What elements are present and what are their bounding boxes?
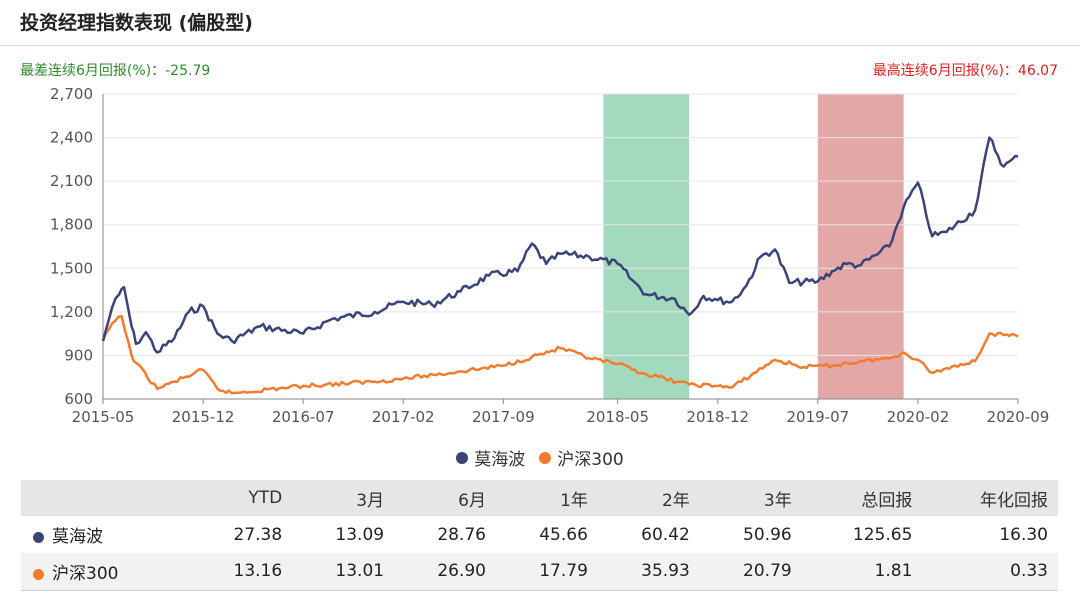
table-cell: 0.33 — [922, 553, 1058, 591]
table-cell: 13.16 — [190, 553, 293, 591]
returns-table: YTD 3月 6月 1年 2年 3年 总回报 年化回报 莫海波 27.38 13… — [21, 480, 1058, 591]
highlight-band — [603, 94, 690, 399]
x-tick-label: 2020-02 — [887, 408, 950, 426]
table-cell: 17.79 — [496, 553, 598, 591]
row-name: 莫海波 — [52, 527, 103, 547]
row-name: 沪深300 — [52, 563, 119, 584]
y-tick-label: 1,800 — [50, 216, 93, 234]
y-tick-label: 600 — [64, 390, 93, 408]
table-header-cell: 3年 — [763, 490, 792, 511]
table-header-row: YTD 3月 6月 1年 2年 3年 总回报 年化回报 — [21, 480, 1058, 516]
legend-item-manager[interactable]: 莫海波 — [456, 445, 525, 470]
worst-6m-return: 最差连续6月回报(%)：-25.79 — [20, 63, 211, 79]
table-row: 莫海波 27.38 13.09 28.76 45.66 60.42 50.96 … — [21, 516, 1058, 553]
table-cell: 125.65 — [852, 524, 913, 545]
performance-line-chart: 600 900 1,200 1,500 1,800 2,100 2,400 2,700 2015… — [50, 85, 1050, 426]
table-cell: 26.90 — [394, 553, 496, 591]
legend-label-manager: 莫海波 — [474, 450, 526, 470]
y-tick-label: 2,400 — [50, 129, 93, 147]
table-cell: 13.01 — [292, 553, 395, 591]
table-header-cell: 总回报 — [861, 490, 913, 511]
table-header-cell: 6月 — [458, 490, 486, 511]
table-cell: 13.09 — [335, 524, 385, 545]
legend-marker-manager — [456, 451, 469, 464]
table-cell: 20.79 — [699, 553, 802, 591]
chart-legend: 莫海波 沪深300 — [0, 445, 1080, 470]
x-tick-label: 2019-07 — [787, 408, 850, 426]
table-row: 沪深300 13.16 13.01 26.90 17.79 35.93 20.7… — [21, 553, 1058, 591]
table-header-cell — [21, 480, 190, 516]
x-tick-label: 2018-12 — [686, 408, 749, 426]
legend-item-index[interactable]: 沪深300 — [539, 445, 624, 470]
y-tick-label: 2,100 — [50, 172, 93, 190]
y-tick-label: 900 — [64, 346, 93, 364]
y-tick-label: 2,700 — [50, 85, 93, 103]
y-tick-label: 1,500 — [50, 259, 93, 277]
y-tick-label: 1,200 — [50, 303, 93, 321]
legend-marker-index — [539, 451, 552, 464]
table-cell: 27.38 — [233, 524, 283, 545]
row-name-cell: 沪深300 — [21, 553, 191, 591]
x-tick-label: 2018-05 — [586, 408, 649, 426]
table-cell: 45.66 — [539, 524, 588, 545]
x-tick-label: 2016-07 — [272, 408, 335, 426]
table-cell: 1.81 — [801, 553, 923, 591]
x-tick-label: 2017-09 — [472, 408, 535, 426]
row-marker — [33, 532, 44, 543]
title-divider — [0, 45, 1080, 46]
best-6m-return: 最高连续6月回报(%)：46.07 — [872, 63, 1058, 79]
row-name-cell: 莫海波 — [21, 516, 190, 553]
table-header-cell: 年化回报 — [980, 490, 1048, 511]
table-cell: 60.42 — [641, 524, 690, 545]
table-header-cell: 2年 — [661, 490, 690, 511]
highlight-band — [817, 94, 904, 399]
table-header-cell: 3月 — [356, 490, 385, 511]
x-tick-label: 2017-02 — [372, 408, 435, 426]
table-cell: 35.93 — [597, 553, 700, 591]
table-cell: 16.30 — [999, 524, 1048, 545]
table-cell: 50.96 — [743, 524, 792, 545]
table-header-cell: 1年 — [560, 490, 588, 511]
series-line-manager — [101, 136, 1019, 354]
table-header-cell: YTD — [248, 488, 283, 508]
table-cell: 28.76 — [437, 524, 486, 545]
row-marker — [33, 568, 44, 580]
page-title: 投资经理指数表现 (偏股型) — [20, 12, 253, 34]
x-tick-label: 2015-12 — [172, 408, 235, 426]
x-tick-label: 2015-05 — [72, 408, 135, 426]
legend-label-index: 沪深300 — [557, 450, 624, 470]
series-line-index — [101, 314, 1019, 395]
x-tick-label: 2020-09 — [987, 408, 1050, 426]
